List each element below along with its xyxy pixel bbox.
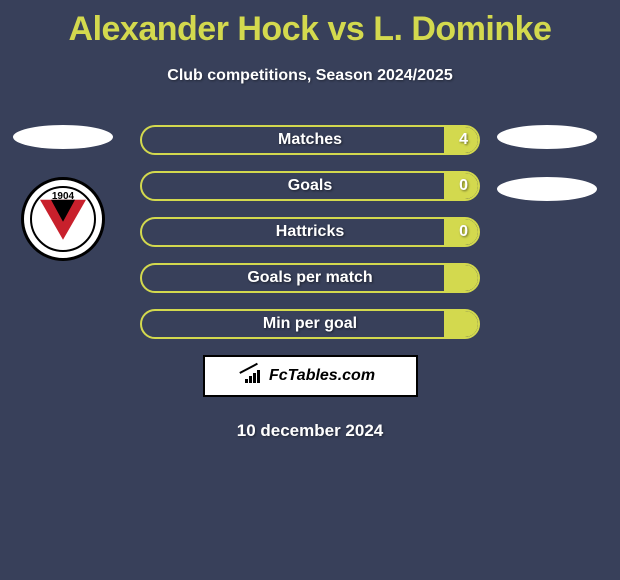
stat-value-right: 4	[459, 131, 468, 149]
stat-row: Goals 0	[140, 171, 480, 201]
left-player-column	[8, 125, 118, 261]
stat-bar-fill-right	[444, 311, 478, 337]
stat-label: Goals per match	[247, 269, 372, 287]
stat-value-right: 0	[459, 177, 468, 195]
brand-chart-icon	[245, 369, 263, 383]
right-player-column	[492, 125, 602, 229]
brand-text: FcTables.com	[269, 367, 375, 385]
stat-label: Hattricks	[276, 223, 344, 241]
stat-row: Min per goal	[140, 309, 480, 339]
date-text: 10 december 2024	[0, 421, 620, 441]
stat-label: Min per goal	[263, 315, 357, 333]
stat-label: Goals	[288, 177, 332, 195]
stat-value-right: 0	[459, 223, 468, 241]
club-badge-v-icon	[40, 200, 86, 240]
brand-box: FcTables.com	[203, 355, 418, 397]
stat-row: Matches 4	[140, 125, 480, 155]
page-title: Alexander Hock vs L. Dominke	[0, 0, 620, 49]
comparison-content: Matches 4 Goals 0 Hattricks 0 Goals per match M…	[0, 125, 620, 441]
stat-label: Matches	[278, 131, 342, 149]
club-badge-placeholder-right	[497, 177, 597, 201]
club-badge-left	[21, 177, 105, 261]
player-photo-placeholder-left	[13, 125, 113, 149]
player-photo-placeholder-right	[497, 125, 597, 149]
stat-row: Goals per match	[140, 263, 480, 293]
subtitle: Club competitions, Season 2024/2025	[0, 67, 620, 85]
stat-bar-fill-right	[444, 265, 478, 291]
stat-bars: Matches 4 Goals 0 Hattricks 0 Goals per match M…	[140, 125, 480, 339]
stat-row: Hattricks 0	[140, 217, 480, 247]
